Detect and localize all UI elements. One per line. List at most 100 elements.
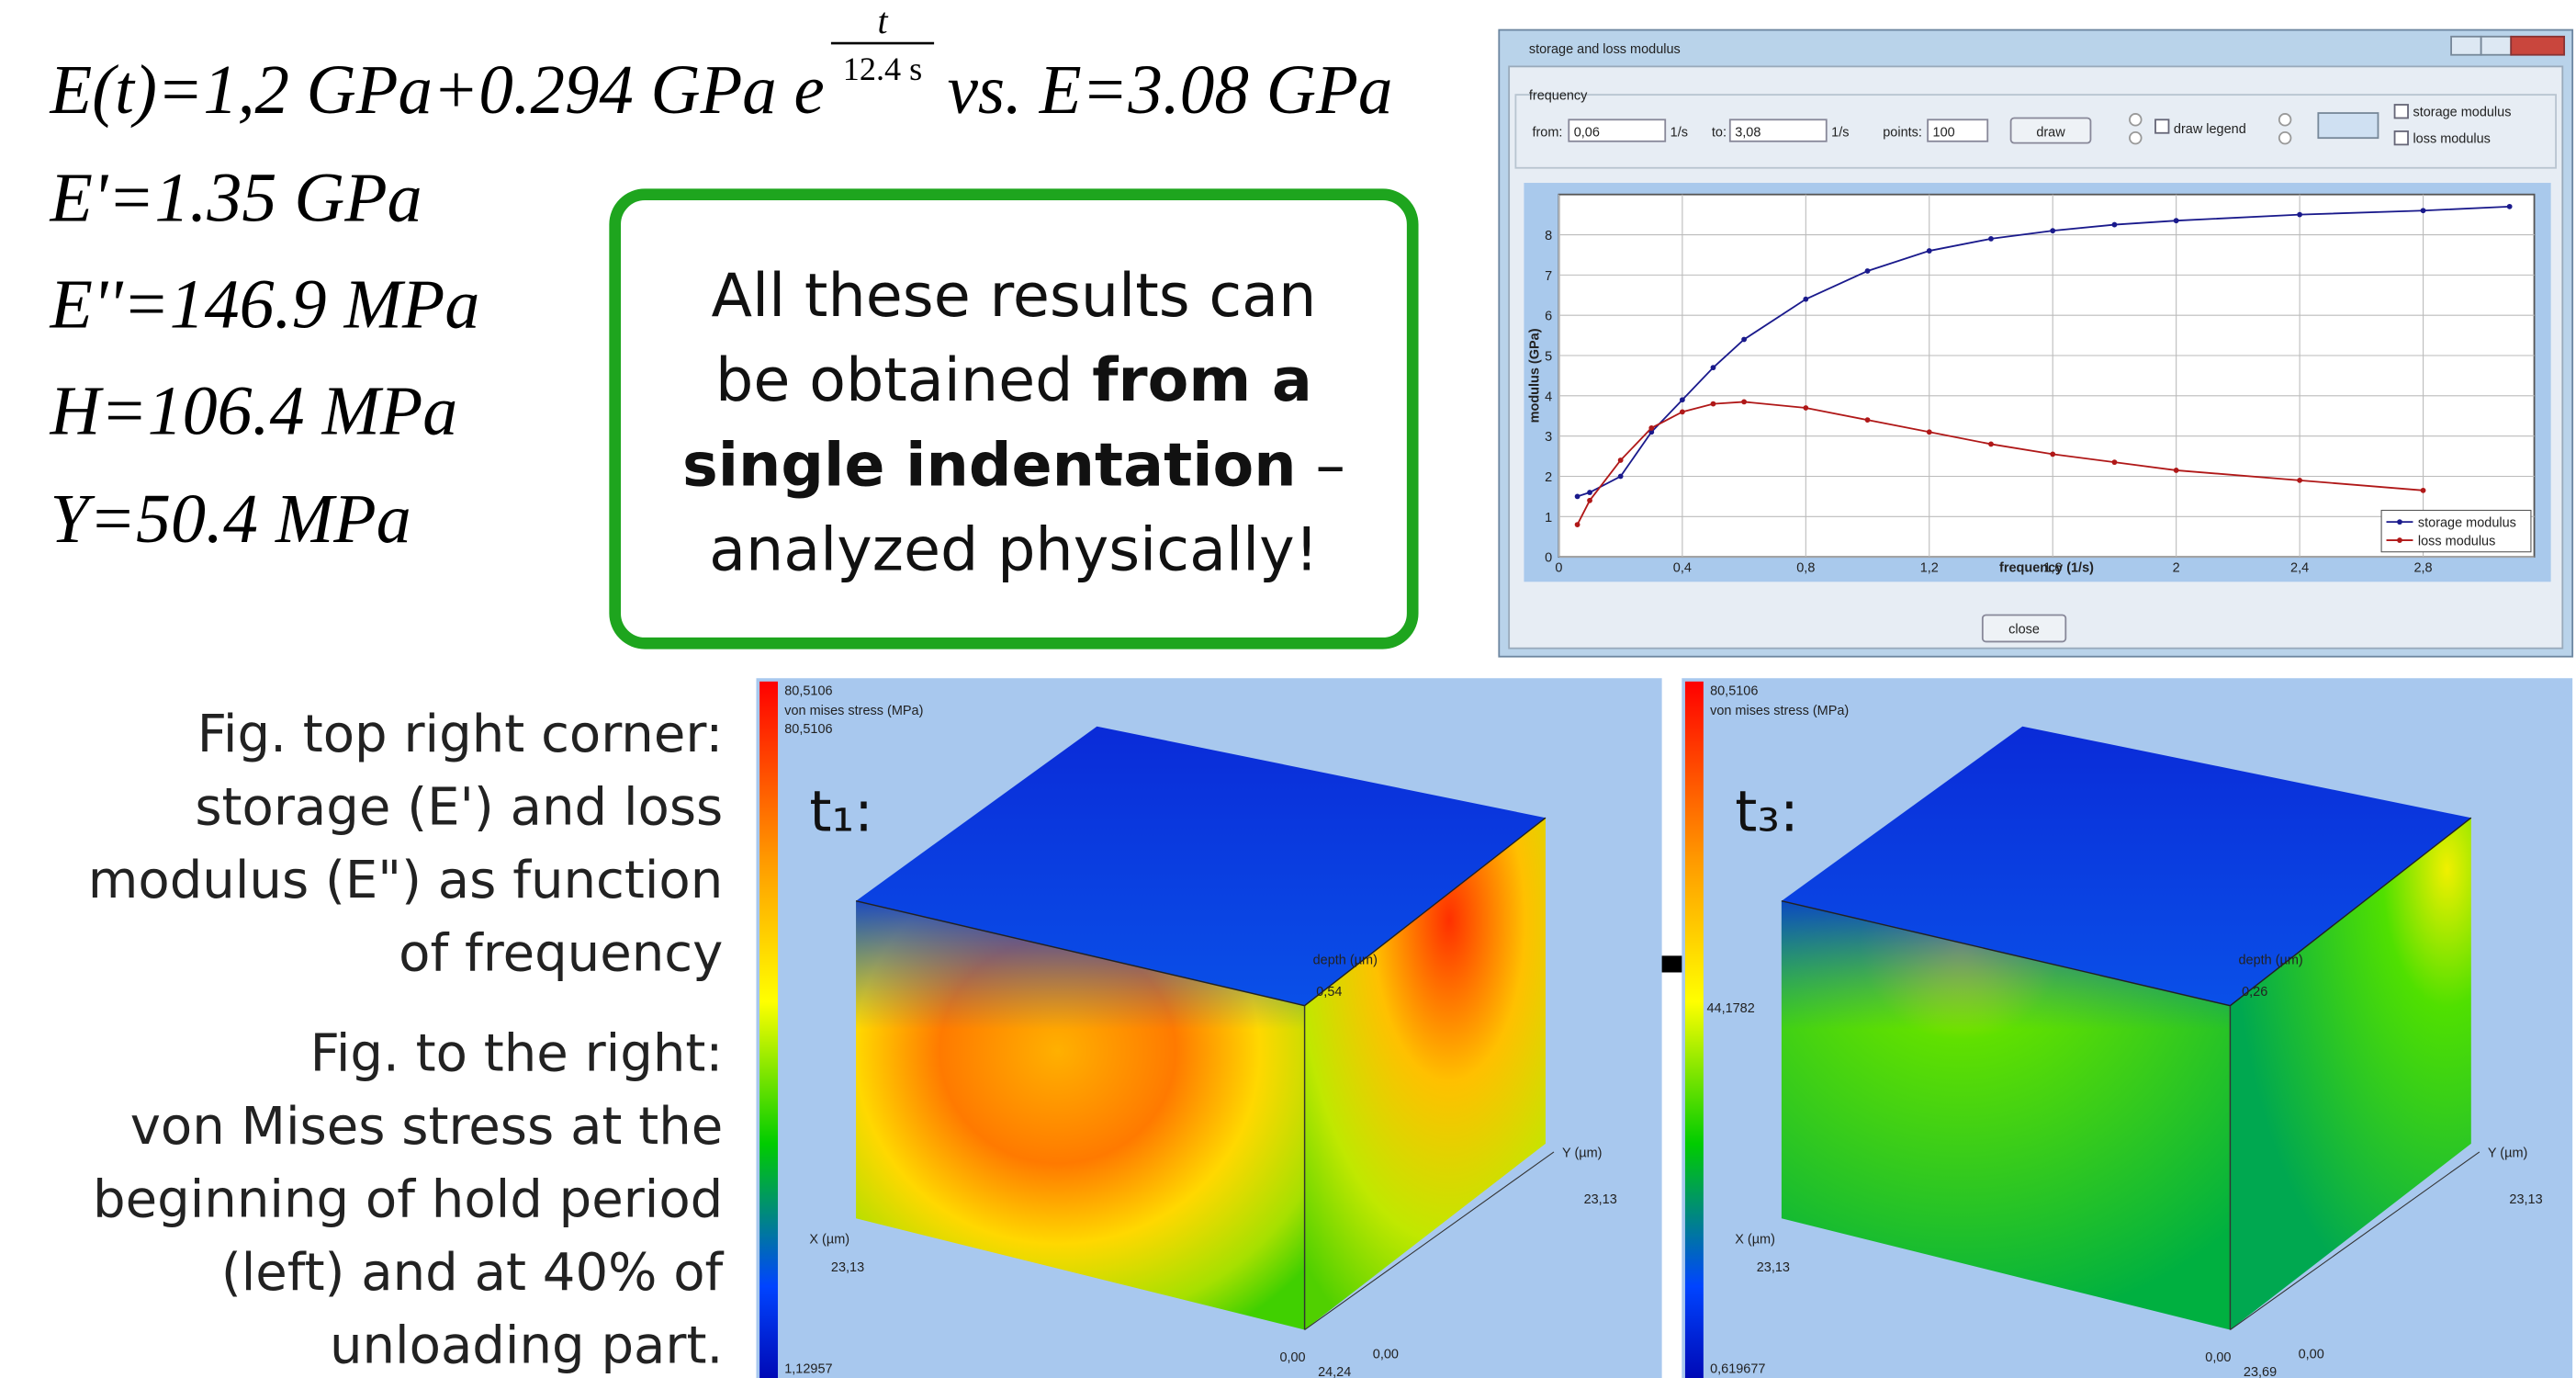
data-point: [1575, 494, 1580, 500]
colorbar-title: von mises stress (MPa): [784, 704, 923, 718]
text: –: [1297, 431, 1345, 500]
equation: E(t)=1,2 GPa+0.294 GPa e: [50, 51, 825, 129]
data-point: [1803, 297, 1808, 302]
caption-line: von Mises stress at the: [130, 1097, 724, 1157]
storage-check-label: storage modulus: [2413, 106, 2511, 120]
text: analyzed physically!: [709, 516, 1319, 585]
legend-swatch: [2397, 537, 2402, 543]
data-point: [1988, 442, 1994, 447]
callout-line: be obtained from a: [715, 346, 1312, 415]
data-point: [1927, 429, 1932, 435]
x-label: X (µm): [1735, 1232, 1775, 1247]
data-point: [1927, 248, 1932, 254]
maximize-button[interactable]: [2481, 37, 2512, 55]
radio[interactable]: [2130, 132, 2142, 144]
legend-swatch: [2397, 519, 2402, 525]
close-window-button[interactable]: [2511, 37, 2564, 55]
checkbox[interactable]: [2395, 131, 2408, 144]
draw-legend-label: draw legend: [2174, 122, 2246, 137]
callout-line: analyzed physically!: [709, 516, 1319, 585]
colorbar: [759, 682, 778, 1378]
data-point: [2174, 468, 2179, 473]
data-point: [2050, 451, 2055, 457]
radio[interactable]: [2130, 114, 2142, 126]
data-point: [2050, 228, 2055, 233]
colorbar-min: 0,619677: [1710, 1362, 1765, 1377]
colorbar-top: 80,5106: [784, 722, 832, 737]
time-label: t₃:: [1735, 779, 1799, 845]
data-point: [2297, 478, 2302, 483]
points-label: points:: [1883, 125, 1922, 140]
colorbar-mark: 44,1782: [1706, 1001, 1754, 1016]
depth-label: depth (µm): [2238, 953, 2302, 967]
data-point: [2112, 222, 2118, 228]
caption-line: Fig. to the right:: [310, 1023, 724, 1083]
equation: E''=146.9 MPa: [49, 265, 479, 343]
captions: Fig. top right corner: storage (E') and l…: [88, 705, 725, 1376]
radio[interactable]: [2279, 132, 2291, 144]
stress-plots: t₁: 80,5106 von mises stress (MPa) 80,5106 1…: [756, 678, 2572, 1378]
data-point: [1865, 417, 1871, 423]
exponent-denominator: 12.4 s: [843, 51, 922, 87]
y-label: Y (µm): [1562, 1146, 1602, 1160]
to-unit: 1/s: [1831, 125, 1849, 140]
data-point: [2297, 212, 2302, 218]
x-value: 23,13: [1757, 1260, 1790, 1275]
window-title: storage and loss modulus: [1529, 42, 1681, 57]
from-value: 0,06: [1574, 125, 1600, 140]
data-point: [1680, 397, 1685, 402]
minimize-button[interactable]: [2451, 37, 2481, 55]
close-button-label: close: [2008, 622, 2040, 637]
window: storage and loss modulus frequency from:…: [1499, 30, 2572, 657]
legend-label: loss modulus: [2418, 534, 2495, 548]
checkbox[interactable]: [2395, 105, 2408, 118]
data-point: [1803, 405, 1808, 411]
y-tick-label: 7: [1545, 269, 1552, 284]
data-point: [2421, 488, 2426, 493]
callout-line: single indentation –: [682, 431, 1345, 500]
y-value: 23,13: [1584, 1192, 1617, 1207]
caption-line: storage (E') and loss: [195, 777, 723, 837]
text: be obtained: [715, 346, 1092, 415]
y-tick-label: 4: [1545, 390, 1552, 404]
data-point: [1865, 268, 1871, 274]
caption-line: unloading part.: [330, 1316, 723, 1376]
color-button[interactable]: [2318, 113, 2378, 138]
x-tick-label: 0,4: [1673, 560, 1692, 575]
caption-line: (left) and at 40% of: [221, 1243, 725, 1303]
y-tick-label: 1: [1545, 511, 1552, 525]
data-point: [2112, 459, 2118, 465]
exponent-numerator: t: [877, 1, 888, 41]
text: All these results can: [712, 262, 1317, 331]
page: E(t)=1,2 GPa+0.294 GPa e t 12.4 s vs. E=…: [0, 0, 2576, 1378]
x-label: X (µm): [809, 1232, 849, 1247]
time-label: t₁:: [809, 779, 873, 845]
x-tick-label: 1,2: [1920, 560, 1939, 575]
caption-line: Fig. top right corner:: [197, 705, 724, 764]
origin-right: 0,00: [1373, 1347, 1399, 1361]
data-point: [2421, 208, 2426, 213]
x-tick-label: 0,8: [1796, 560, 1815, 575]
equation-main: E(t)=1,2 GPa+0.294 GPa e: [50, 51, 825, 129]
x-end: 23,69: [2244, 1365, 2277, 1378]
colorbar-min: 1,12957: [784, 1362, 832, 1377]
y-tick-label: 6: [1545, 310, 1552, 324]
x-tick-label: 0: [1555, 560, 1562, 575]
caption-line: of frequency: [399, 924, 723, 984]
y-tick-label: 0: [1545, 551, 1552, 566]
equation: Y=50.4 MPa: [50, 480, 411, 558]
draw-button-label: draw: [2036, 125, 2065, 140]
equation: E'=1.35 GPa: [49, 160, 422, 237]
radio[interactable]: [2279, 114, 2291, 126]
x-end: 24,24: [1318, 1365, 1351, 1378]
colorbar-max: 80,5106: [784, 683, 832, 698]
colorbar: [1685, 682, 1704, 1378]
x-tick-label: 2: [2173, 560, 2180, 575]
data-point: [1587, 490, 1592, 495]
legend-label: storage modulus: [2418, 516, 2516, 531]
checkbox[interactable]: [2155, 119, 2168, 132]
origin-left: 0,00: [2205, 1350, 2231, 1365]
to-label: to:: [1712, 125, 1727, 140]
data-point: [1741, 337, 1747, 343]
